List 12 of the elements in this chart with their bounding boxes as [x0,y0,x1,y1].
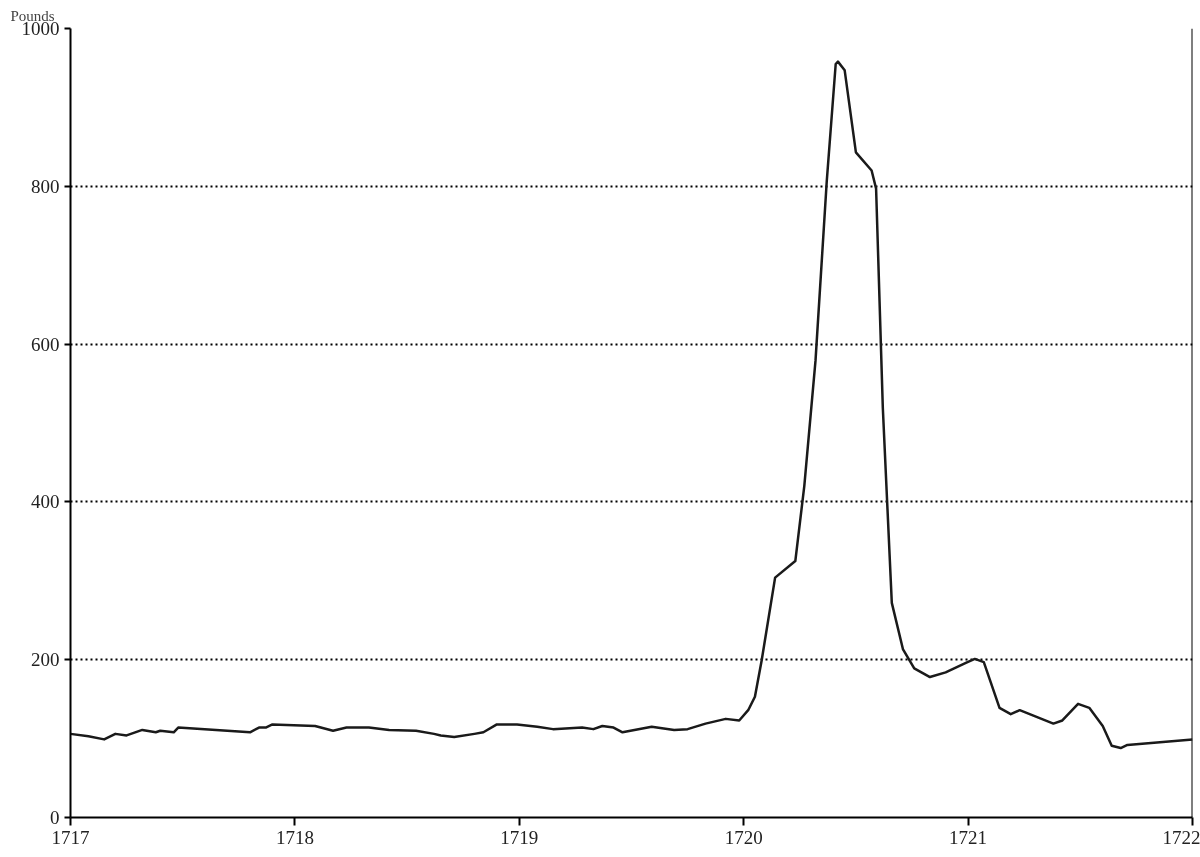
y-tick-label: 200 [31,649,60,671]
x-tick-label: 1722 [1162,826,1200,848]
x-tick-label: 1721 [949,826,988,848]
y-tick-label: 0 [50,807,60,828]
x-tick-label: 1720 [724,826,763,848]
y-tick-label: 400 [31,491,60,513]
y-tick-label: 600 [31,333,60,355]
x-tick-label: 1719 [500,826,539,848]
y-tick-label: 800 [31,175,60,197]
line-series [70,60,1193,750]
x-tick-label: 1718 [275,826,314,848]
x-tick-label: 1717 [51,826,90,848]
